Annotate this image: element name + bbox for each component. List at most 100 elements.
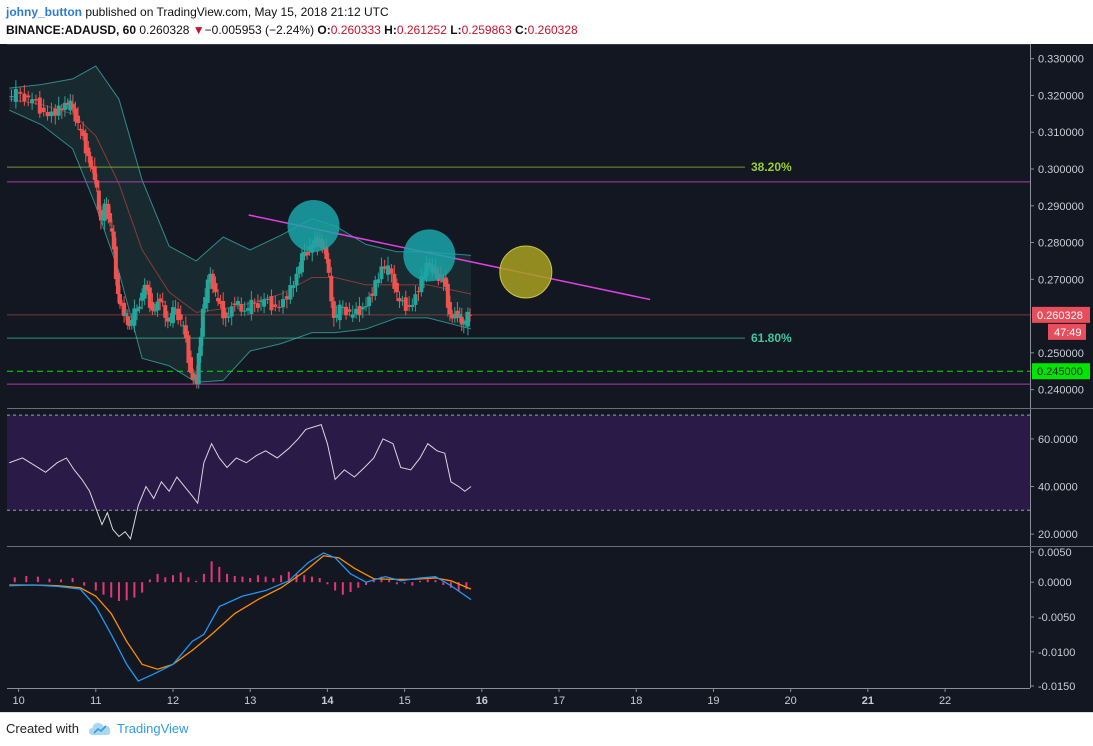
candle-body [117,294,122,305]
candle-body [208,273,213,283]
bollinger-lower [9,109,472,383]
high-label: H: [384,23,397,37]
candle-body [367,296,372,307]
candle-body [226,316,231,318]
macd-histogram-bar [465,582,468,590]
candle-body [410,304,415,307]
countdown-tag [1048,323,1086,340]
date-tick-label: 12 [167,695,179,707]
highlight-circle [499,245,553,299]
macd-histogram-bar [287,571,290,583]
close-value: 0.260328 [527,23,578,37]
candle-body [246,308,251,311]
candle-body [382,266,387,269]
macd-histogram-bar [395,582,398,585]
candle-body [191,373,196,380]
macd-histogram-bar [388,580,391,583]
candle-body [445,283,450,308]
candle-body [49,111,54,117]
candle-body [259,300,264,302]
macd-histogram-bar [202,573,205,583]
candle-body [86,147,91,157]
down-arrow-icon: ▼ [192,23,205,37]
symbol-label[interactable]: BINANCE:ADAUSD, 60 [6,23,137,37]
candle-body [163,305,168,318]
candle-body [170,307,175,324]
low-value: 0.259863 [461,23,512,37]
candle-body [273,304,278,307]
rsi-tick-label: 40.0000 [1038,482,1078,494]
candle-body [419,276,424,293]
candle-body [232,303,237,306]
candle-body [302,251,307,257]
candle-body [297,266,302,274]
price-tick-label: 0.300000 [1038,164,1084,176]
candle-body [81,130,86,137]
change-value: −0.005953 (−2.24%) [204,23,315,37]
candle-body [360,306,365,310]
date-tick-label: 10 [12,695,24,707]
candle-body [96,190,101,210]
candle-body [452,313,457,319]
candle-body [200,308,205,337]
macd-histogram-bar [426,579,429,583]
macd-histogram-bar [457,582,460,591]
created-with-label: Created with [6,721,79,736]
macd-histogram-bar [102,582,105,595]
price-tick-label: 0.250000 [1038,348,1084,360]
current-price-tag [1032,306,1090,323]
candle-body [26,95,31,98]
candle-body [326,259,331,273]
candle-body [281,299,286,308]
rsi-band [7,415,1030,511]
candle-body [210,273,215,289]
macd-histogram-bar [310,576,313,583]
candle-body [142,284,147,299]
price-tick-label: 0.320000 [1038,90,1084,102]
candle-body [189,357,194,374]
macd-histogram-bar [341,582,344,595]
macd-histogram-bar [36,576,39,583]
candle-body [357,305,362,316]
date-tick-label: 20 [785,695,797,707]
author-link[interactable]: johny_button [6,5,82,19]
candle-body [122,302,127,317]
candle-body [18,91,23,94]
candle-body [284,296,289,300]
candle-body [120,304,125,306]
publish-line: johny_button published on TradingView.co… [6,5,389,19]
tradingview-cloud-icon[interactable] [88,721,112,737]
macd-histogram-bar [164,577,167,583]
date-tick-label: 11 [90,695,101,707]
candle-body [376,279,381,284]
macd-histogram-bar [125,582,128,601]
candle-body [223,312,228,318]
candle-body [147,287,152,308]
candle-body [111,231,116,250]
macd-line [9,552,472,682]
macd-histogram-bar [195,580,198,583]
date-tick-label: 17 [553,695,565,707]
macd-histogram-bar [256,575,259,583]
candle-body [347,309,352,312]
tradingview-brand[interactable]: TradingView [117,721,189,736]
rsi-line [9,424,472,541]
chart-canvas[interactable]: 38.20% 61.80% 0.330000 0.320000 0.310000 0.30… [0,44,1093,712]
candle-body [394,282,399,293]
candle-body [33,99,38,101]
date-tick-label: 13 [244,695,256,707]
candle-body [198,336,203,357]
candle-body [113,246,118,280]
candle-body [364,306,369,308]
candle-body [443,277,448,287]
macd-histogram-bar [83,582,86,586]
candle-body [459,316,464,325]
candle-body [407,305,412,307]
candle-body [9,96,14,98]
chart-header: johny_button published on TradingView.co… [0,0,1093,44]
macd-tick-label: -0.0150 [1038,681,1075,693]
price-tick-label: 0.290000 [1038,201,1084,213]
open-value: 0.260333 [330,23,381,37]
candle-body [413,294,418,305]
candle-body [354,308,359,315]
